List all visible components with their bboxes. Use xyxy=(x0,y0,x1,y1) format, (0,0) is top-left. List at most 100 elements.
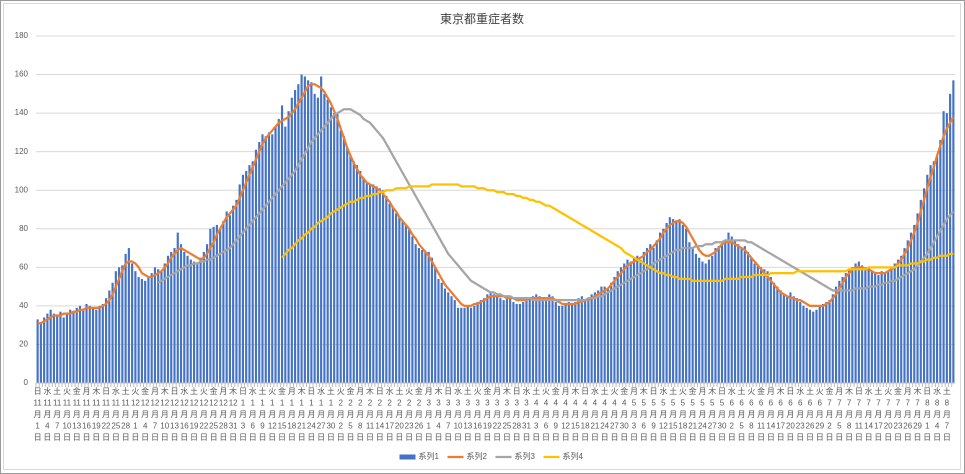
x-tick-label: 金 7 月 23 日 xyxy=(894,386,903,442)
bar xyxy=(890,267,893,383)
bar xyxy=(808,309,812,383)
bar xyxy=(557,305,561,383)
bar xyxy=(518,303,522,383)
legend-label[interactable]: 系列1 xyxy=(419,451,440,461)
x-tick-label: 日 4 月 18 日 xyxy=(581,387,590,442)
bar xyxy=(834,286,838,383)
bar xyxy=(261,134,264,383)
bar xyxy=(636,255,639,383)
bar xyxy=(913,224,916,383)
bar xyxy=(267,132,271,383)
bar xyxy=(82,309,85,383)
bar xyxy=(157,269,160,383)
bar xyxy=(789,292,792,383)
bar xyxy=(649,244,652,383)
bar xyxy=(206,244,209,383)
bar xyxy=(929,165,932,383)
bar xyxy=(215,224,218,383)
bar xyxy=(769,276,772,383)
x-tick-label: 木 12 月 31 日 xyxy=(229,386,238,442)
bar xyxy=(352,161,355,383)
bar xyxy=(274,126,277,383)
x-tick-label: 水 4 月 21 日 xyxy=(590,386,599,442)
bar xyxy=(919,199,922,383)
bar xyxy=(43,317,46,383)
bar xyxy=(590,294,593,383)
bar xyxy=(65,313,69,383)
bar xyxy=(773,282,776,383)
x-tick-label: 火 6 月 29 日 xyxy=(815,387,824,442)
bar xyxy=(531,296,535,383)
x-tick-label: 火 12 月 1 日 xyxy=(131,387,140,442)
x-tick-label: 金 5 月 21 日 xyxy=(688,386,697,442)
bar xyxy=(584,300,587,383)
x-tick-label: 木 12 月 10 日 xyxy=(160,386,169,442)
x-tick-label: 土 7 月 17 日 xyxy=(874,386,883,442)
bar xyxy=(300,74,303,384)
bar xyxy=(121,265,124,383)
bar xyxy=(626,259,629,383)
x-tick-label: 月 12 月 28 日 xyxy=(219,387,228,442)
bar xyxy=(378,188,381,383)
x-tick-label: 月 12 月 7 日 xyxy=(150,387,159,442)
legend-label[interactable]: 系列2 xyxy=(467,451,488,461)
x-tick-label: 日 2 月 14 日 xyxy=(375,387,384,442)
bar xyxy=(818,305,821,383)
x-tick-label: 木 4 月 15 日 xyxy=(571,386,580,442)
bar xyxy=(417,248,420,383)
bar xyxy=(756,265,759,383)
bar xyxy=(453,300,456,383)
x-tick-label: 金 3 月 19 日 xyxy=(483,386,492,442)
bar xyxy=(909,232,913,383)
bar xyxy=(179,244,183,383)
bar xyxy=(727,232,730,383)
bar xyxy=(942,111,945,383)
bar xyxy=(277,118,280,384)
bar xyxy=(916,213,919,383)
bar xyxy=(854,263,857,383)
bar xyxy=(486,294,489,383)
x-tick-label: 土 3 月 13 日 xyxy=(463,386,472,442)
bar xyxy=(310,82,313,384)
x-tick-label: 日 5 月 30 日 xyxy=(718,387,727,442)
bar xyxy=(469,307,473,383)
x-tick-label: 日 3 月 28 日 xyxy=(512,387,521,442)
bar xyxy=(404,224,407,383)
bar xyxy=(456,307,460,383)
bar xyxy=(838,280,841,383)
chart-area xyxy=(3,3,961,470)
x-tick-label: 金 2 月 26 日 xyxy=(414,386,423,442)
bar xyxy=(655,240,658,383)
bar xyxy=(85,303,88,383)
bar xyxy=(496,296,499,383)
bar xyxy=(489,292,492,383)
bar xyxy=(254,149,258,383)
bar xyxy=(104,298,108,383)
bar xyxy=(900,255,903,383)
x-tick-label: 水 3 月 10 日 xyxy=(454,386,463,442)
bar xyxy=(163,263,166,383)
bar xyxy=(248,165,251,383)
bar xyxy=(782,294,785,383)
bar xyxy=(848,269,851,383)
x-tick-label: 火 5 月 18 日 xyxy=(678,387,687,442)
legend-label[interactable]: 系列4 xyxy=(563,451,584,461)
bar xyxy=(792,296,795,383)
x-tick-label: 土 2 月 20 日 xyxy=(395,386,404,442)
x-tick-label: 土 6 月 26 日 xyxy=(806,386,815,442)
bar xyxy=(245,170,248,383)
bar xyxy=(450,296,453,383)
legend[interactable]: 系列1 系列2 系列3 系列4 xyxy=(399,451,584,461)
bar xyxy=(567,302,570,383)
bar xyxy=(597,290,600,383)
x-tick-label: 月 1 月 18 日 xyxy=(287,387,296,442)
bar xyxy=(355,165,359,383)
legend-label[interactable]: 系列3 xyxy=(515,451,536,461)
bar xyxy=(952,80,955,383)
x-tick-label: 火 3 月 16 日 xyxy=(473,387,482,442)
